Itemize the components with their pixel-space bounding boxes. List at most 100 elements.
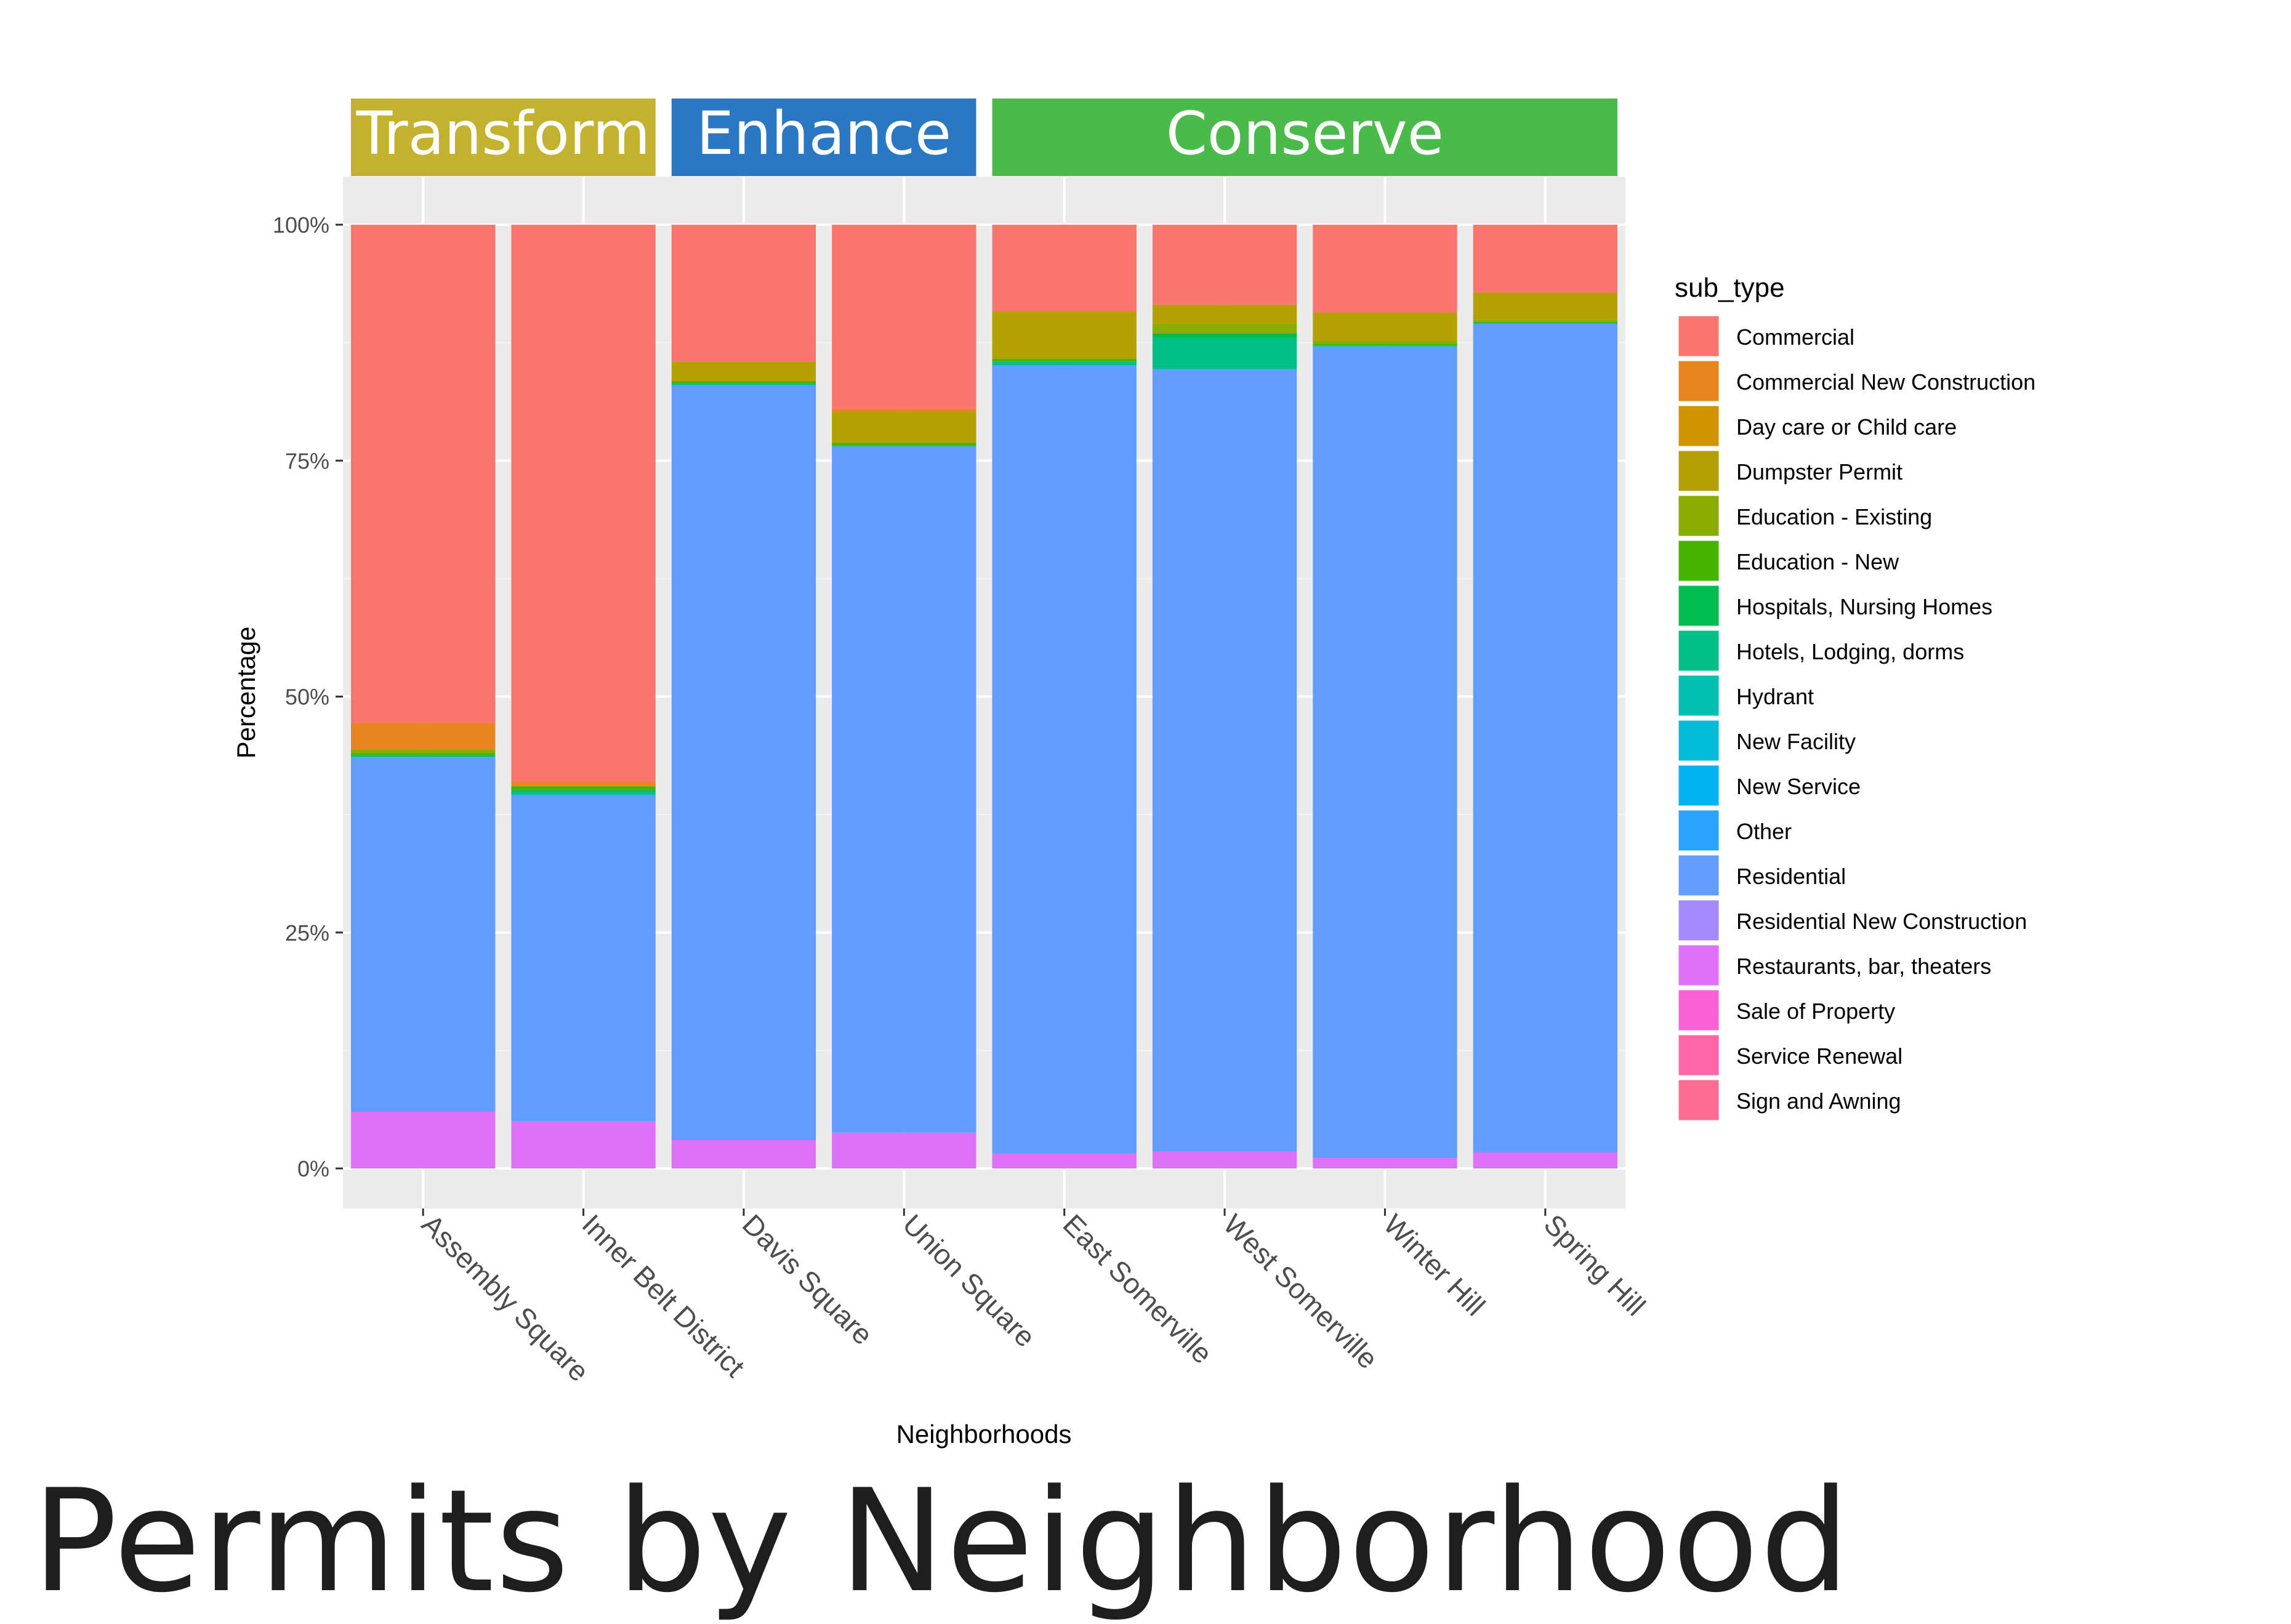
legend-swatch (1677, 539, 1721, 583)
legend-title: sub_type (1675, 273, 1785, 303)
bar-segment (1152, 305, 1297, 324)
legend-label: Residential New Construction (1736, 909, 2027, 934)
x-tick-label: Inner Belt District (576, 1208, 751, 1383)
legend-swatch (1677, 314, 1721, 358)
bar-segment (671, 361, 816, 382)
bar-segment (1313, 312, 1457, 341)
legend-label: New Service (1736, 774, 1861, 799)
legend-label: Day care or Child care (1736, 414, 1957, 440)
legend-swatch (1677, 763, 1721, 808)
legend-label: Hospitals, Nursing Homes (1736, 594, 1992, 619)
legend-label: Dumpster Permit (1736, 459, 1902, 484)
bar-segment (832, 443, 976, 446)
legend-label: Hydrant (1736, 684, 1814, 709)
legend-swatch (1677, 853, 1721, 898)
legend-label: Sign and Awning (1736, 1088, 1901, 1114)
bar-segment (1152, 369, 1297, 1152)
bar-segment (351, 1112, 496, 1168)
group-label: Enhance (696, 99, 951, 168)
bar-segment (832, 225, 976, 409)
y-tick-label: 100% (273, 212, 329, 238)
y-tick-label: 25% (285, 920, 329, 946)
bar-segment (832, 1132, 976, 1168)
bar-segment (992, 365, 1137, 1154)
bar-segment (1152, 1151, 1297, 1168)
bar-segment (671, 1140, 816, 1168)
y-tick-label: 75% (285, 448, 329, 473)
bar-segment (1473, 292, 1617, 320)
bar-segment (511, 792, 656, 795)
x-tick-label: Assembly Square (416, 1208, 595, 1388)
legend-swatch (1677, 718, 1721, 763)
bar-segment (351, 723, 496, 750)
bar-segment (351, 753, 496, 755)
bar-segment (832, 445, 976, 447)
bars (351, 225, 1617, 1168)
bar-segment (671, 385, 816, 1141)
legend-swatch (1677, 494, 1721, 538)
legend-label: New Facility (1736, 729, 1856, 754)
legend-swatch (1677, 449, 1721, 493)
legend-swatch (1677, 629, 1721, 673)
legend-swatch (1677, 584, 1721, 628)
x-tick-label: East Somerville (1057, 1208, 1219, 1370)
x-axis-title: Neighborhoods (896, 1420, 1072, 1449)
legend-swatch (1677, 673, 1721, 718)
legend-swatch (1677, 359, 1721, 403)
group-strip (671, 98, 976, 176)
bar-segment (511, 790, 656, 792)
legend-label: Commercial (1736, 324, 1854, 350)
group-label: Transform (356, 99, 651, 168)
legend-swatch (1677, 1078, 1721, 1122)
legend-swatch (1677, 988, 1721, 1032)
x-tick-label: Davis Square (736, 1208, 879, 1351)
group-label: Conserve (1166, 99, 1444, 168)
legend-label: Restaurants, bar, theaters (1736, 954, 1991, 979)
legend-label: Other (1736, 819, 1792, 844)
legend-label: Sale of Property (1736, 999, 1895, 1024)
bar-segment (832, 411, 976, 443)
bar-segment (832, 446, 976, 1133)
legend-label: Commercial New Construction (1736, 369, 2035, 395)
legend-swatch (1677, 943, 1721, 987)
bar-segment (511, 225, 656, 782)
x-tick-label: West Somerville (1217, 1208, 1384, 1375)
bar-segment (992, 225, 1137, 312)
bar-segment (671, 225, 816, 362)
bar-segment (1473, 225, 1617, 293)
y-tick-label: 0% (297, 1156, 329, 1181)
x-tick-label: Union Square (896, 1208, 1042, 1353)
bar-segment (1313, 344, 1457, 346)
bar-segment (1152, 337, 1297, 369)
bar-segment (351, 225, 496, 723)
bar-segment (511, 794, 656, 1122)
group-strip (351, 98, 656, 176)
legend-label: Residential (1736, 864, 1846, 889)
legend-label: Education - Existing (1736, 504, 1932, 529)
page-title: Permits by Neighborhood (32, 1460, 1851, 1624)
legend-label: Service Renewal (1736, 1043, 1902, 1069)
x-tick-label: Winter Hill (1377, 1208, 1491, 1322)
y-axis-title: Percentage (232, 627, 260, 759)
legend-label: Education - New (1736, 549, 1899, 574)
bar-segment (1313, 340, 1457, 344)
x-tick-label: Spring Hill (1538, 1208, 1652, 1322)
bar-segment (671, 383, 816, 385)
legend-label: Hotels, Lodging, dorms (1736, 639, 1964, 664)
bar-segment (1152, 333, 1297, 338)
bar-segment (992, 361, 1137, 366)
bar-segment (1313, 1158, 1457, 1168)
bar-segment (992, 312, 1137, 359)
bar-segment (351, 757, 496, 1112)
bar-segment (351, 749, 496, 754)
bar-segment (511, 786, 656, 790)
y-tick-label: 50% (285, 685, 329, 710)
legend-swatch (1677, 404, 1721, 448)
group-strips: Transform Enhance Conserve (351, 98, 1617, 176)
bar-segment (511, 1121, 656, 1168)
bar-segment (1313, 345, 1457, 347)
bar-segment (1473, 323, 1617, 324)
legend: sub_type Commercial Commercial New Constru… (1675, 273, 2035, 1122)
bar-segment (1473, 1152, 1617, 1168)
bar-segment (1473, 323, 1617, 1152)
